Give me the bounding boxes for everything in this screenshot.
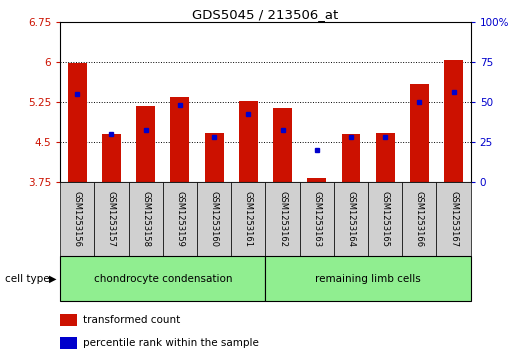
Text: GSM1253161: GSM1253161	[244, 191, 253, 247]
Bar	[60, 256, 265, 301]
Bar	[197, 182, 231, 256]
Bar	[334, 182, 368, 256]
Bar	[231, 182, 266, 256]
Text: transformed count: transformed count	[83, 315, 180, 325]
Bar	[170, 97, 189, 182]
Bar	[129, 182, 163, 256]
Bar	[376, 132, 394, 182]
Text: GSM1253164: GSM1253164	[346, 191, 356, 247]
Text: percentile rank within the sample: percentile rank within the sample	[83, 338, 258, 348]
Text: GSM1253159: GSM1253159	[175, 191, 185, 246]
Text: GSM1253163: GSM1253163	[312, 191, 321, 247]
Bar	[308, 178, 326, 182]
Bar	[266, 182, 300, 256]
Title: GDS5045 / 213506_at: GDS5045 / 213506_at	[192, 8, 338, 21]
Bar	[163, 182, 197, 256]
Text: GSM1253165: GSM1253165	[381, 191, 390, 247]
Bar	[437, 182, 471, 256]
Text: GSM1253156: GSM1253156	[73, 191, 82, 247]
Text: GSM1253162: GSM1253162	[278, 191, 287, 247]
Bar	[273, 108, 292, 182]
Bar	[239, 101, 258, 182]
Text: remaining limb cells: remaining limb cells	[315, 274, 421, 284]
Bar	[137, 106, 155, 182]
Text: GSM1253160: GSM1253160	[210, 191, 219, 247]
Bar	[266, 256, 471, 301]
Text: cell type: cell type	[5, 274, 50, 284]
Bar	[204, 132, 223, 182]
Bar	[342, 134, 360, 182]
Bar	[410, 84, 429, 182]
Bar	[60, 314, 76, 326]
Bar	[300, 182, 334, 256]
Text: GSM1253158: GSM1253158	[141, 191, 150, 247]
Text: GSM1253167: GSM1253167	[449, 191, 458, 247]
Bar	[94, 182, 129, 256]
Text: chondrocyte condensation: chondrocyte condensation	[94, 274, 232, 284]
Bar	[402, 182, 437, 256]
Bar	[102, 134, 121, 182]
Bar	[368, 182, 402, 256]
Text: ▶: ▶	[49, 274, 56, 284]
Text: GSM1253157: GSM1253157	[107, 191, 116, 247]
Bar	[68, 63, 87, 182]
Text: GSM1253166: GSM1253166	[415, 191, 424, 247]
Bar	[60, 182, 94, 256]
Bar	[60, 337, 76, 349]
Bar	[444, 60, 463, 182]
